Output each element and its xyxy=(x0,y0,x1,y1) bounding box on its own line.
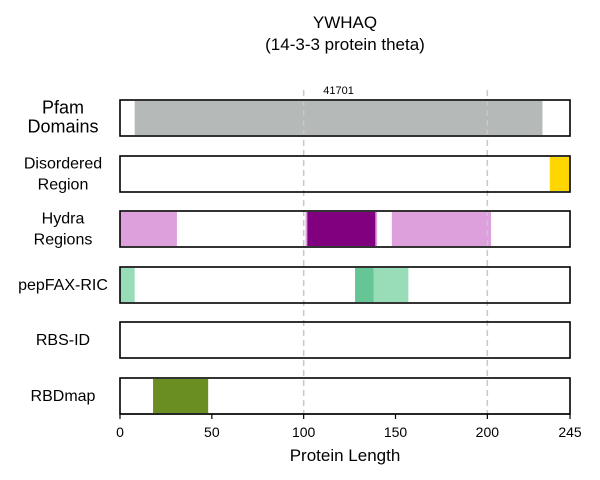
x-tick-label-200: 200 xyxy=(476,424,500,440)
track-0: 41701 xyxy=(134,85,543,135)
track-label-0-line-1: Domains xyxy=(27,117,98,137)
chart-title-group: YWHAQ (14-3-3 protein theta) xyxy=(265,13,425,54)
x-tick-label-245: 245 xyxy=(558,424,582,440)
x-axis-label: Protein Length xyxy=(290,446,401,465)
track-frame-0 xyxy=(119,99,571,137)
x-tick-label-50: 50 xyxy=(204,424,220,440)
track-2 xyxy=(120,212,492,246)
x-tick-label-100: 100 xyxy=(292,424,316,440)
track-2-segment-3 xyxy=(391,212,492,246)
track-label-2-line-0: Hydra xyxy=(42,211,85,228)
tracks-layer: 41701 xyxy=(120,85,570,413)
track-3-segment-0 xyxy=(120,268,135,302)
track-5 xyxy=(153,379,209,413)
track-label-4-line-0: RBS-ID xyxy=(36,332,90,349)
track-2-segment-2 xyxy=(307,212,376,246)
x-tick-label-0: 0 xyxy=(116,424,124,440)
track-2-segment-0 xyxy=(120,212,177,246)
track-label-0-line-0: Pfam xyxy=(42,98,84,118)
track-frame-3 xyxy=(119,266,571,304)
track-1 xyxy=(549,157,570,191)
track-label-1-line-0: Disordered xyxy=(24,156,102,173)
track-label-3-line-0: pepFAX-RIC xyxy=(18,277,108,294)
track-frames xyxy=(119,99,571,415)
track-1-segment-0 xyxy=(549,157,570,191)
x-axis: 0 50 100 150 200 245 xyxy=(116,413,582,440)
track-frame-2 xyxy=(119,210,571,248)
track-0-segment-0 xyxy=(134,101,543,135)
x-tick-label-150: 150 xyxy=(384,424,408,440)
track-label-2-line-1: Regions xyxy=(34,232,93,249)
track-3-segment-2 xyxy=(355,268,374,302)
track-5-segment-0 xyxy=(153,379,209,413)
chart-title: YWHAQ xyxy=(313,13,377,32)
segment-label: 41701 xyxy=(323,85,354,97)
track-frame-4 xyxy=(119,321,571,359)
track-frame-1 xyxy=(119,155,571,193)
track-label-1-line-1: Region xyxy=(38,177,89,194)
reference-lines xyxy=(302,90,489,414)
track-label-5-line-0: RBDmap xyxy=(31,388,96,405)
track-3 xyxy=(120,268,409,302)
chart-subtitle: (14-3-3 protein theta) xyxy=(265,35,425,54)
